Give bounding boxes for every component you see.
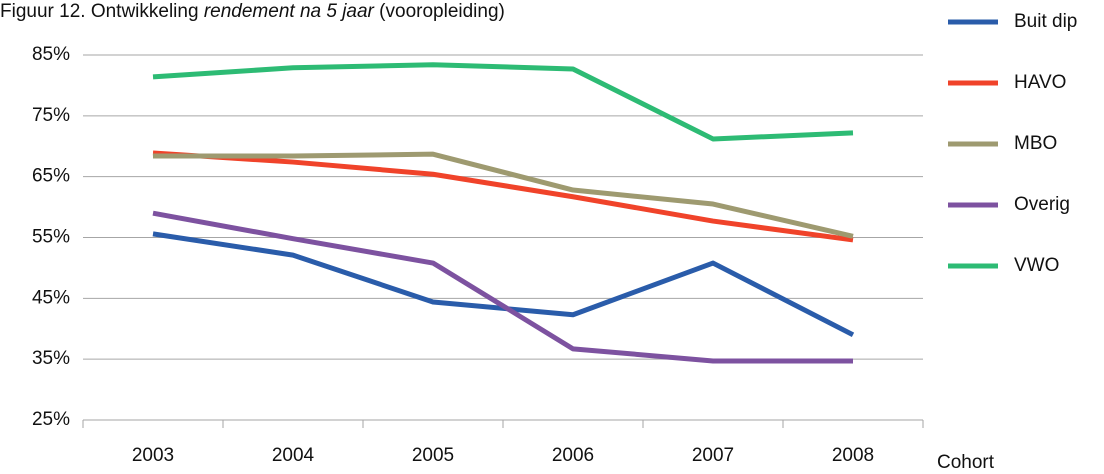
y-tick-label: 35% — [32, 348, 70, 369]
chart-title: Figuur 12. Ontwikkeling rendement na 5 j… — [0, 1, 505, 22]
legend-label: Buit dip — [1014, 11, 1077, 32]
y-tick-label: 85% — [32, 44, 70, 65]
y-tick-label: 25% — [32, 409, 70, 430]
y-tick-label: 55% — [32, 227, 70, 248]
series-line — [153, 151, 854, 239]
legend-label: VWO — [1014, 255, 1059, 276]
x-axis-label: Cohort — [937, 452, 995, 473]
x-tick-label: 2003 — [132, 445, 174, 466]
x-tick-label: 2007 — [692, 445, 734, 466]
y-tick-label: 45% — [32, 287, 70, 308]
y-tick-label: 75% — [32, 105, 70, 126]
y-tick-label: 65% — [32, 166, 70, 187]
legend-label: MBO — [1014, 133, 1057, 154]
x-tick-label: 2005 — [412, 445, 454, 466]
x-tick-label: 2008 — [832, 445, 874, 466]
title-part: (vooropleiding) — [374, 1, 505, 22]
series-line — [152, 210, 853, 364]
series-line — [152, 150, 854, 243]
legend-label: Overig — [1014, 194, 1070, 215]
series-line — [152, 231, 855, 338]
x-tick-label: 2004 — [272, 445, 315, 466]
series-line — [152, 62, 854, 142]
x-tick-label: 2006 — [552, 445, 594, 466]
title-part: Figuur 12. Ontwikkeling — [0, 1, 204, 22]
legend-label: HAVO — [1014, 72, 1066, 93]
title-part: rendement na 5 jaar — [204, 1, 375, 22]
